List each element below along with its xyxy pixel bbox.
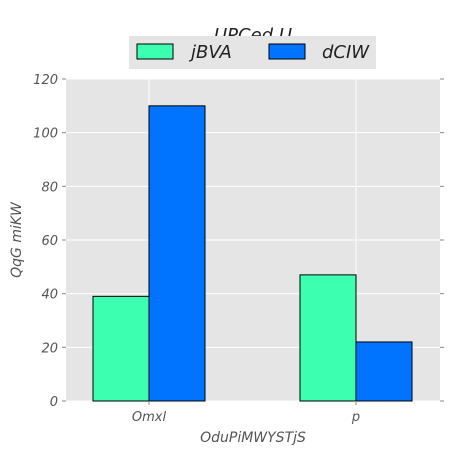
legend-swatch-jbva bbox=[136, 43, 174, 60]
bars bbox=[92, 105, 413, 402]
y-tick-label-20: 20 bbox=[41, 341, 58, 356]
x-tick-label-p: p bbox=[351, 410, 360, 425]
y-tick-label-80: 80 bbox=[41, 180, 58, 195]
legend-label-dciw: dCIW bbox=[322, 42, 370, 63]
bar-jbva-p bbox=[299, 274, 357, 402]
bar-dciw-omxl bbox=[148, 105, 206, 402]
y-tick-label-100: 100 bbox=[33, 127, 58, 142]
legend-label-jbva: jBVA bbox=[188, 42, 232, 63]
y-tick-label-40: 40 bbox=[41, 288, 58, 303]
legend-swatch-dciw bbox=[268, 43, 306, 60]
y-tick-label-0: 0 bbox=[50, 395, 58, 410]
x-tick-label-omxl: Omxl bbox=[132, 410, 167, 425]
bar-dciw-p bbox=[355, 341, 413, 402]
bar-jbva-omxl bbox=[92, 295, 150, 402]
legend: jBVA dCIW bbox=[129, 36, 376, 69]
x-axis-label: OduPiMWYSTjS bbox=[200, 430, 306, 446]
x-axis-ticks: Omxl p bbox=[132, 401, 360, 425]
y-axis-ticks: 0 20 40 60 80 100 120 bbox=[33, 73, 444, 410]
y-axis-label: QqG miKW bbox=[9, 201, 25, 278]
y-tick-label-60: 60 bbox=[41, 234, 58, 249]
y-tick-label-120: 120 bbox=[33, 73, 58, 88]
